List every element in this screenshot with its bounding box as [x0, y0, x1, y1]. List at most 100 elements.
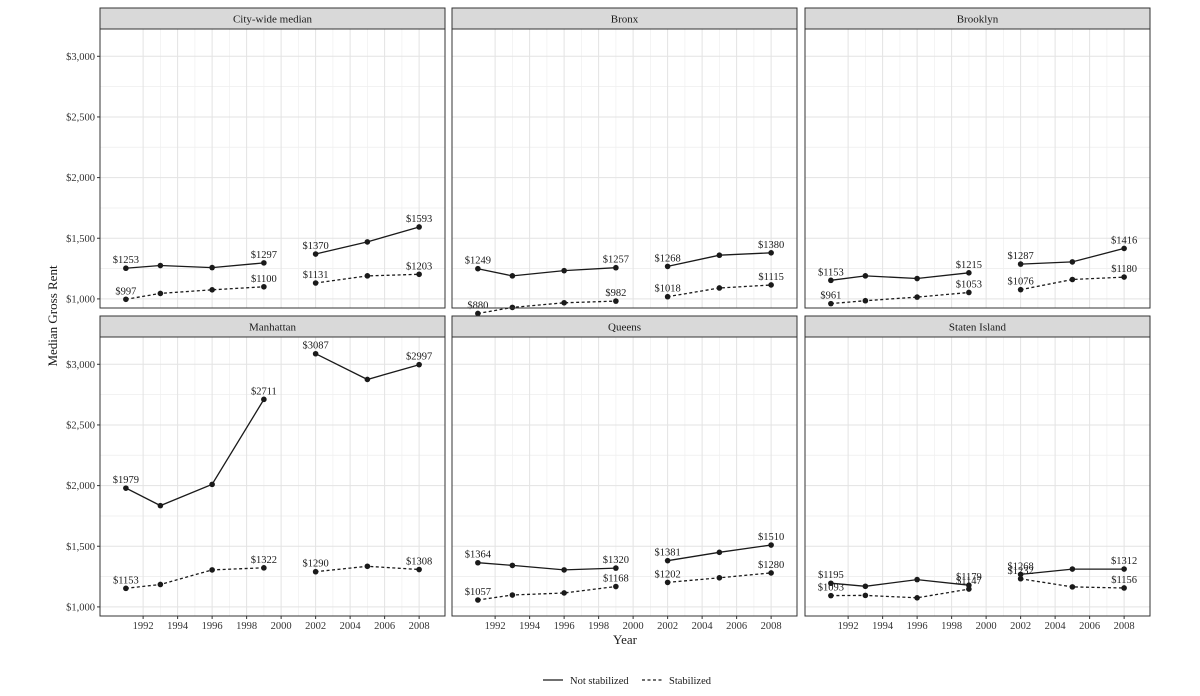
data-label: $1249: [465, 256, 491, 267]
data-label: $1100: [251, 274, 277, 285]
data-point-not-stabilized: [716, 252, 723, 259]
data-point-stabilized: [209, 287, 215, 293]
y-tick-label: $1,000: [66, 294, 95, 305]
data-point-not-stabilized: [561, 267, 567, 274]
data-point-not-stabilized: [261, 396, 267, 403]
data-point-not-stabilized: [157, 262, 164, 269]
data-point-stabilized: [209, 567, 215, 573]
data-point-not-stabilized: [1121, 566, 1127, 572]
data-point-stabilized: [914, 595, 920, 601]
data-point-stabilized: [561, 590, 567, 596]
x-tick-label: 1996: [554, 621, 575, 632]
data-label: $1593: [406, 214, 432, 225]
data-point-not-stabilized: [509, 273, 516, 279]
data-point-stabilized: [716, 285, 723, 291]
data-point-not-stabilized: [613, 565, 619, 571]
x-tick-label: 2000: [623, 621, 644, 632]
data-point-stabilized: [157, 581, 164, 588]
data-point-stabilized: [312, 568, 319, 575]
data-label: $1147: [956, 576, 982, 587]
y-axis-title: Median Gross Rent: [45, 265, 60, 366]
y-tick-label: $3,000: [66, 52, 95, 63]
data-point-not-stabilized: [966, 582, 972, 588]
x-tick-label: 1992: [838, 621, 859, 632]
data-label: $1232: [1008, 566, 1034, 577]
data-label: $1416: [1111, 235, 1137, 246]
data-point-not-stabilized: [475, 265, 481, 272]
x-tick-label: 2000: [976, 621, 997, 632]
series-line-not-stabilized: [830, 272, 969, 281]
x-tick-label: 1998: [236, 621, 257, 632]
data-label: $1320: [603, 555, 629, 566]
data-label: $2997: [406, 352, 432, 363]
data-label: $1253: [113, 255, 139, 266]
data-point-not-stabilized: [123, 265, 129, 272]
data-label: $1076: [1008, 277, 1034, 288]
panels: City-wide median $1253 $1297 $1370 $1593 $997…: [66, 7, 1151, 632]
plot-background: [805, 29, 1150, 308]
data-point-not-stabilized: [828, 580, 834, 587]
panel-border: [804, 28, 1151, 309]
data-point-stabilized: [416, 566, 422, 573]
data-point-not-stabilized: [1069, 566, 1076, 572]
data-label: $3087: [303, 341, 329, 352]
data-point-not-stabilized: [509, 562, 516, 569]
panel-city-wide-median: City-wide median $1253 $1297 $1370 $1593 $997…: [66, 7, 446, 309]
panel-staten-island: Staten Island $1195 $1179 $1268 $1312 $1093 $1…: [804, 315, 1151, 632]
data-label: $1153: [818, 267, 844, 278]
data-point-not-stabilized: [862, 583, 869, 590]
y-tick-label: $2,500: [66, 112, 95, 123]
x-tick-label: 1998: [588, 621, 609, 632]
data-label: $1370: [303, 241, 329, 252]
data-point-stabilized: [716, 574, 723, 581]
data-label: $1364: [465, 550, 492, 561]
data-point-stabilized: [261, 283, 267, 290]
plot-background: [100, 29, 445, 308]
x-tick-label: 2006: [1079, 621, 1100, 632]
data-point-not-stabilized: [364, 376, 371, 383]
data-label: $1131: [303, 270, 329, 281]
data-label: $1381: [655, 548, 681, 559]
data-point-not-stabilized: [1017, 261, 1024, 267]
panel-border: [451, 28, 798, 309]
data-point-stabilized: [862, 297, 869, 304]
data-point-stabilized: [509, 304, 516, 311]
data-label: $1380: [758, 240, 784, 251]
series-line-not-stabilized: [125, 262, 264, 269]
panel-border: [99, 28, 446, 309]
series-line-not-stabilized: [477, 562, 616, 571]
data-label: $1979: [113, 475, 139, 486]
data-point-not-stabilized: [1017, 571, 1024, 578]
panel-queens: Queens $1364 $1320 $1381 $1510 $1057 $1168 $120…: [451, 315, 798, 632]
data-point-stabilized: [509, 592, 516, 598]
data-label: $1287: [1008, 251, 1034, 262]
data-label: $1168: [603, 574, 629, 585]
series-line-stabilized: [830, 291, 969, 305]
x-tick-label: 2000: [271, 621, 292, 632]
data-point-stabilized: [828, 592, 834, 599]
data-point-not-stabilized: [209, 481, 215, 488]
data-point-not-stabilized: [664, 263, 671, 270]
data-point-stabilized: [364, 563, 371, 570]
x-tick-label: 2004: [340, 621, 362, 632]
data-label: $1290: [303, 559, 329, 570]
panel-manhattan: Manhattan $1979 $2711 $3087 $2997 $1153 $1322 $…: [66, 315, 446, 632]
data-point-not-stabilized: [613, 264, 619, 271]
x-tick-label: 1994: [872, 621, 894, 632]
panel-title: Brooklyn: [957, 14, 999, 26]
data-point-stabilized: [1069, 276, 1076, 283]
data-point-not-stabilized: [966, 270, 972, 276]
x-axis-title: Year: [613, 632, 638, 647]
data-point-not-stabilized: [312, 251, 319, 257]
data-point-stabilized: [261, 565, 267, 571]
data-point-not-stabilized: [475, 559, 481, 566]
panel-brooklyn: Brooklyn $1153 $1215 $1287 $1416 $961 $1053 $10…: [804, 7, 1151, 309]
data-point-stabilized: [664, 579, 671, 586]
x-tick-label: 2006: [726, 621, 747, 632]
data-point-not-stabilized: [416, 361, 422, 368]
data-label: $1093: [818, 583, 844, 594]
x-tick-label: 2006: [374, 621, 395, 632]
data-point-stabilized: [613, 583, 619, 590]
data-point-not-stabilized: [862, 273, 869, 279]
